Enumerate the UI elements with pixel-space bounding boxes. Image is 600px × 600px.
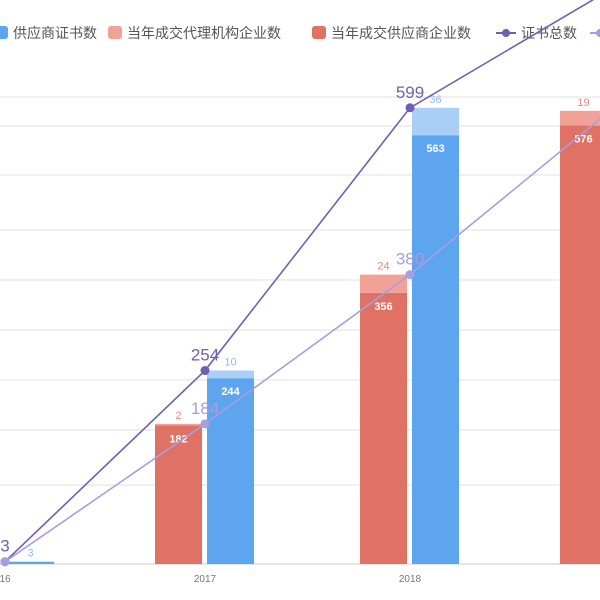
bar-blue-top xyxy=(207,370,254,379)
bar-blue-top-label: 36 xyxy=(429,94,441,106)
legend-label: 当年成交代理机构企业数 xyxy=(127,25,281,41)
series-point-label: 184 xyxy=(191,399,219,418)
series-point xyxy=(405,270,415,280)
series-point-label: 3 xyxy=(0,537,9,556)
series-line xyxy=(4,118,600,563)
series-point xyxy=(405,103,415,113)
bar-blue-top xyxy=(412,107,459,136)
series-point-label: 254 xyxy=(191,346,219,365)
bar-red-top-label: 2 xyxy=(175,410,181,422)
legend-swatch xyxy=(0,26,8,39)
bar-red-top xyxy=(360,274,407,293)
legend-item: 当年成交代理机构企业数 xyxy=(108,25,281,41)
legend-item: 当年成交供应商企业数 xyxy=(312,25,471,41)
x-tick-label: 16 xyxy=(0,574,11,585)
lines: 3 254 599 184 380 xyxy=(0,0,600,567)
bar-blue-base-label: 563 xyxy=(426,143,444,155)
legend-label: 当年成交供应商企业数 xyxy=(331,25,471,41)
bar-blue-base xyxy=(7,561,54,564)
legend-item: 证书总数 xyxy=(496,25,577,41)
grid-lines xyxy=(0,96,600,486)
legend-swatch-dot xyxy=(502,29,510,37)
x-tick-label: 2018 xyxy=(399,574,422,585)
legend-swatch-dot xyxy=(596,29,600,37)
bar-blue-base xyxy=(412,135,459,565)
bar-blue-top-label: 3 xyxy=(27,548,33,560)
bar-blue-top-label: 10 xyxy=(224,357,236,369)
legend-label: 供应商证书数 xyxy=(13,25,97,41)
bar-red-base-label: 182 xyxy=(169,433,187,445)
legend-label: 证书总数 xyxy=(521,25,577,41)
series-line xyxy=(4,0,595,563)
bar-red-base xyxy=(155,425,202,564)
bar-blue-base-label: 244 xyxy=(221,386,240,398)
legend-item xyxy=(590,29,600,37)
bar-red-top-label: 19 xyxy=(577,97,589,109)
bar-red-base-label: 356 xyxy=(374,301,392,313)
bar-red-top xyxy=(155,423,202,426)
bar-blue-base xyxy=(207,378,254,564)
series-point xyxy=(0,557,10,567)
legend: 供应商证书数 当年成交代理机构企业数 当年成交供应商企业数 证书总数 xyxy=(0,25,600,41)
bar-red-base xyxy=(360,292,407,564)
bar-red-base xyxy=(560,125,600,565)
x-tick-label: 2017 xyxy=(194,574,217,585)
bar-red-base-label: 576 xyxy=(574,133,592,145)
bars: 3 182 2 244 10 356 24 563 36 576 19 xyxy=(7,94,600,565)
series-point-label: 599 xyxy=(396,83,424,102)
bar-red-top xyxy=(560,110,600,126)
series-point xyxy=(200,366,210,376)
series-point xyxy=(200,419,210,429)
bar-red-top-label: 24 xyxy=(377,261,389,273)
series-point-label: 380 xyxy=(396,250,424,269)
legend-item: 供应商证书数 xyxy=(0,25,97,41)
legend-swatch xyxy=(312,26,326,39)
legend-swatch xyxy=(108,26,122,39)
